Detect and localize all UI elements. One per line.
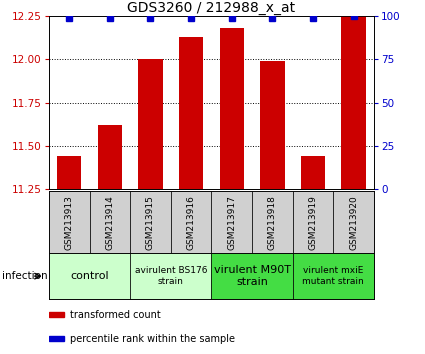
Text: virulent M90T
strain: virulent M90T strain bbox=[214, 265, 291, 287]
Bar bbox=[130, 253, 211, 299]
Title: GDS3260 / 212988_x_at: GDS3260 / 212988_x_at bbox=[128, 1, 295, 15]
Bar bbox=[293, 191, 333, 253]
Bar bbox=[179, 37, 203, 189]
Text: GSM213914: GSM213914 bbox=[105, 195, 114, 250]
Bar bbox=[341, 16, 366, 189]
Bar bbox=[220, 28, 244, 189]
Bar bbox=[293, 253, 374, 299]
Text: GSM213913: GSM213913 bbox=[65, 195, 74, 250]
Bar bbox=[49, 312, 63, 317]
Text: GSM213916: GSM213916 bbox=[187, 195, 196, 250]
Bar bbox=[171, 191, 211, 253]
Bar bbox=[252, 191, 293, 253]
Bar bbox=[260, 61, 285, 189]
Bar bbox=[301, 156, 325, 189]
Bar bbox=[130, 191, 171, 253]
Bar bbox=[333, 191, 374, 253]
Text: GSM213918: GSM213918 bbox=[268, 195, 277, 250]
Bar bbox=[211, 253, 293, 299]
Bar bbox=[211, 191, 252, 253]
Text: GSM213920: GSM213920 bbox=[349, 195, 358, 250]
Text: infection: infection bbox=[2, 271, 48, 281]
Text: virulent mxiE
mutant strain: virulent mxiE mutant strain bbox=[303, 267, 364, 286]
Text: GSM213919: GSM213919 bbox=[309, 195, 317, 250]
Text: GSM213917: GSM213917 bbox=[227, 195, 236, 250]
Bar bbox=[138, 59, 163, 189]
Bar bbox=[49, 336, 63, 341]
Bar bbox=[49, 253, 130, 299]
Bar bbox=[57, 156, 81, 189]
Bar bbox=[49, 191, 90, 253]
Text: control: control bbox=[70, 271, 109, 281]
Text: percentile rank within the sample: percentile rank within the sample bbox=[70, 334, 235, 344]
Text: transformed count: transformed count bbox=[70, 310, 161, 320]
Text: avirulent BS176
strain: avirulent BS176 strain bbox=[135, 267, 207, 286]
Bar bbox=[98, 125, 122, 189]
Bar bbox=[90, 191, 130, 253]
Text: GSM213915: GSM213915 bbox=[146, 195, 155, 250]
